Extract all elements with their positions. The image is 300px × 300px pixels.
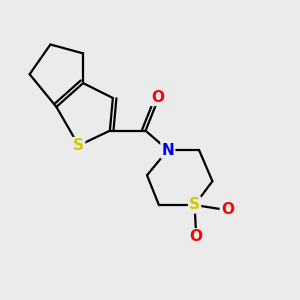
Text: O: O — [190, 229, 202, 244]
Text: O: O — [221, 202, 234, 217]
Text: N: N — [161, 142, 174, 158]
Text: S: S — [189, 197, 200, 212]
Text: O: O — [151, 90, 164, 105]
Text: S: S — [73, 138, 84, 153]
